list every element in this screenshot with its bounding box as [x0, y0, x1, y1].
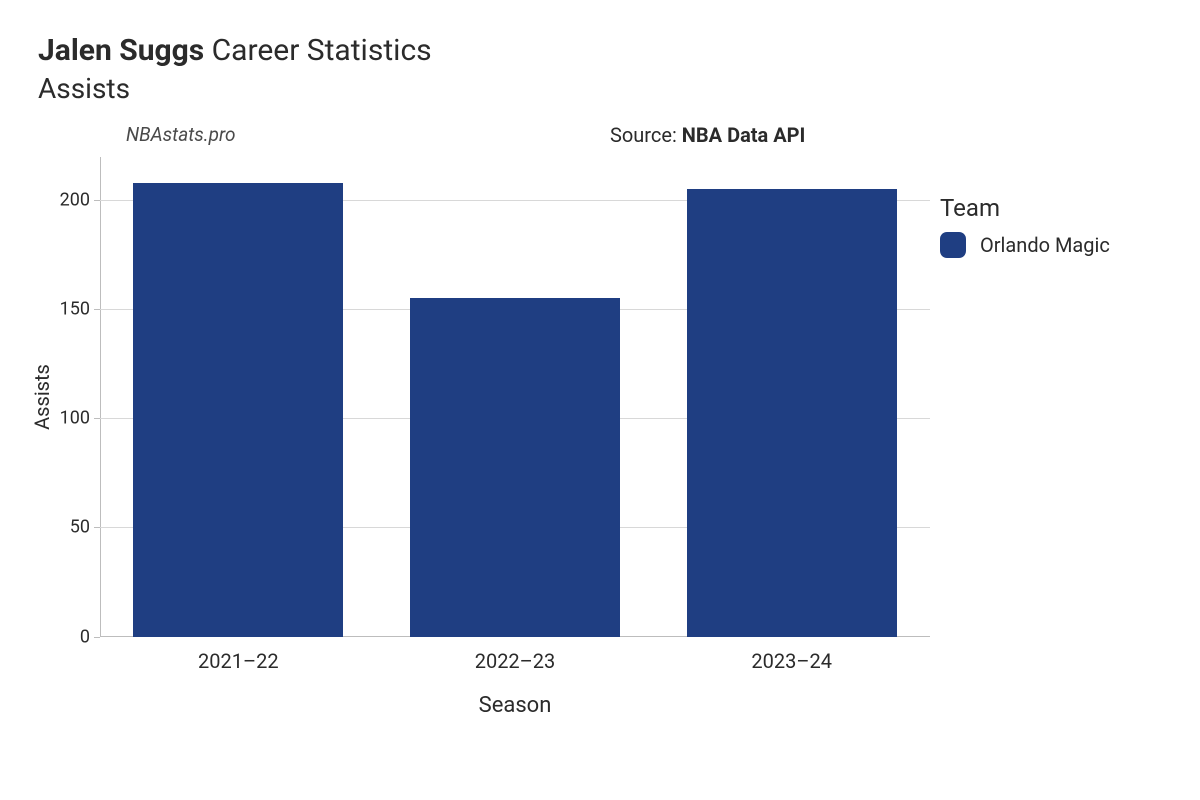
plot-area: 0501001502002021–222022–232023–24	[100, 157, 930, 637]
legend-label: Orlando Magic	[980, 233, 1110, 257]
y-tick-mark	[94, 637, 100, 638]
meta-row: NBAstats.pro Source: NBA Data API	[30, 123, 1170, 151]
x-axis-title: Season	[479, 693, 552, 718]
bar	[687, 189, 897, 636]
chart-title: Jalen Suggs Career Statistics	[38, 32, 1170, 70]
y-tick-label: 200	[40, 190, 90, 211]
y-axis-line	[100, 157, 101, 637]
y-tick-mark	[94, 418, 100, 419]
bar	[133, 183, 343, 637]
legend: Team Orlando Magic	[940, 194, 1110, 258]
y-tick-mark	[94, 200, 100, 201]
x-tick-label: 2023–24	[751, 649, 832, 673]
y-tick-label: 150	[40, 299, 90, 320]
title-player: Jalen Suggs	[38, 33, 204, 68]
chart-subtitle: Assists	[38, 72, 1170, 105]
title-suffix: Career Statistics	[212, 33, 432, 68]
x-tick-label: 2021–22	[198, 649, 279, 673]
bar	[410, 298, 620, 636]
source-credit: Source: NBA Data API	[610, 123, 805, 147]
legend-swatch	[940, 232, 966, 258]
x-tick-label: 2022–23	[475, 649, 556, 673]
title-block: Jalen Suggs Career Statistics Assists	[38, 32, 1170, 105]
legend-title: Team	[940, 194, 1110, 222]
source-label: Source:	[610, 123, 682, 147]
source-name: NBA Data API	[682, 123, 806, 147]
site-credit: NBAstats.pro	[126, 123, 236, 146]
legend-item: Orlando Magic	[940, 232, 1110, 258]
y-tick-label: 50	[40, 517, 90, 538]
y-tick-mark	[94, 527, 100, 528]
y-tick-mark	[94, 309, 100, 310]
y-tick-label: 0	[40, 626, 90, 647]
plot-region: Assists 0501001502002021–222022–232023–2…	[100, 157, 930, 637]
y-tick-label: 100	[40, 408, 90, 429]
chart-container: Jalen Suggs Career Statistics Assists NB…	[0, 0, 1200, 800]
